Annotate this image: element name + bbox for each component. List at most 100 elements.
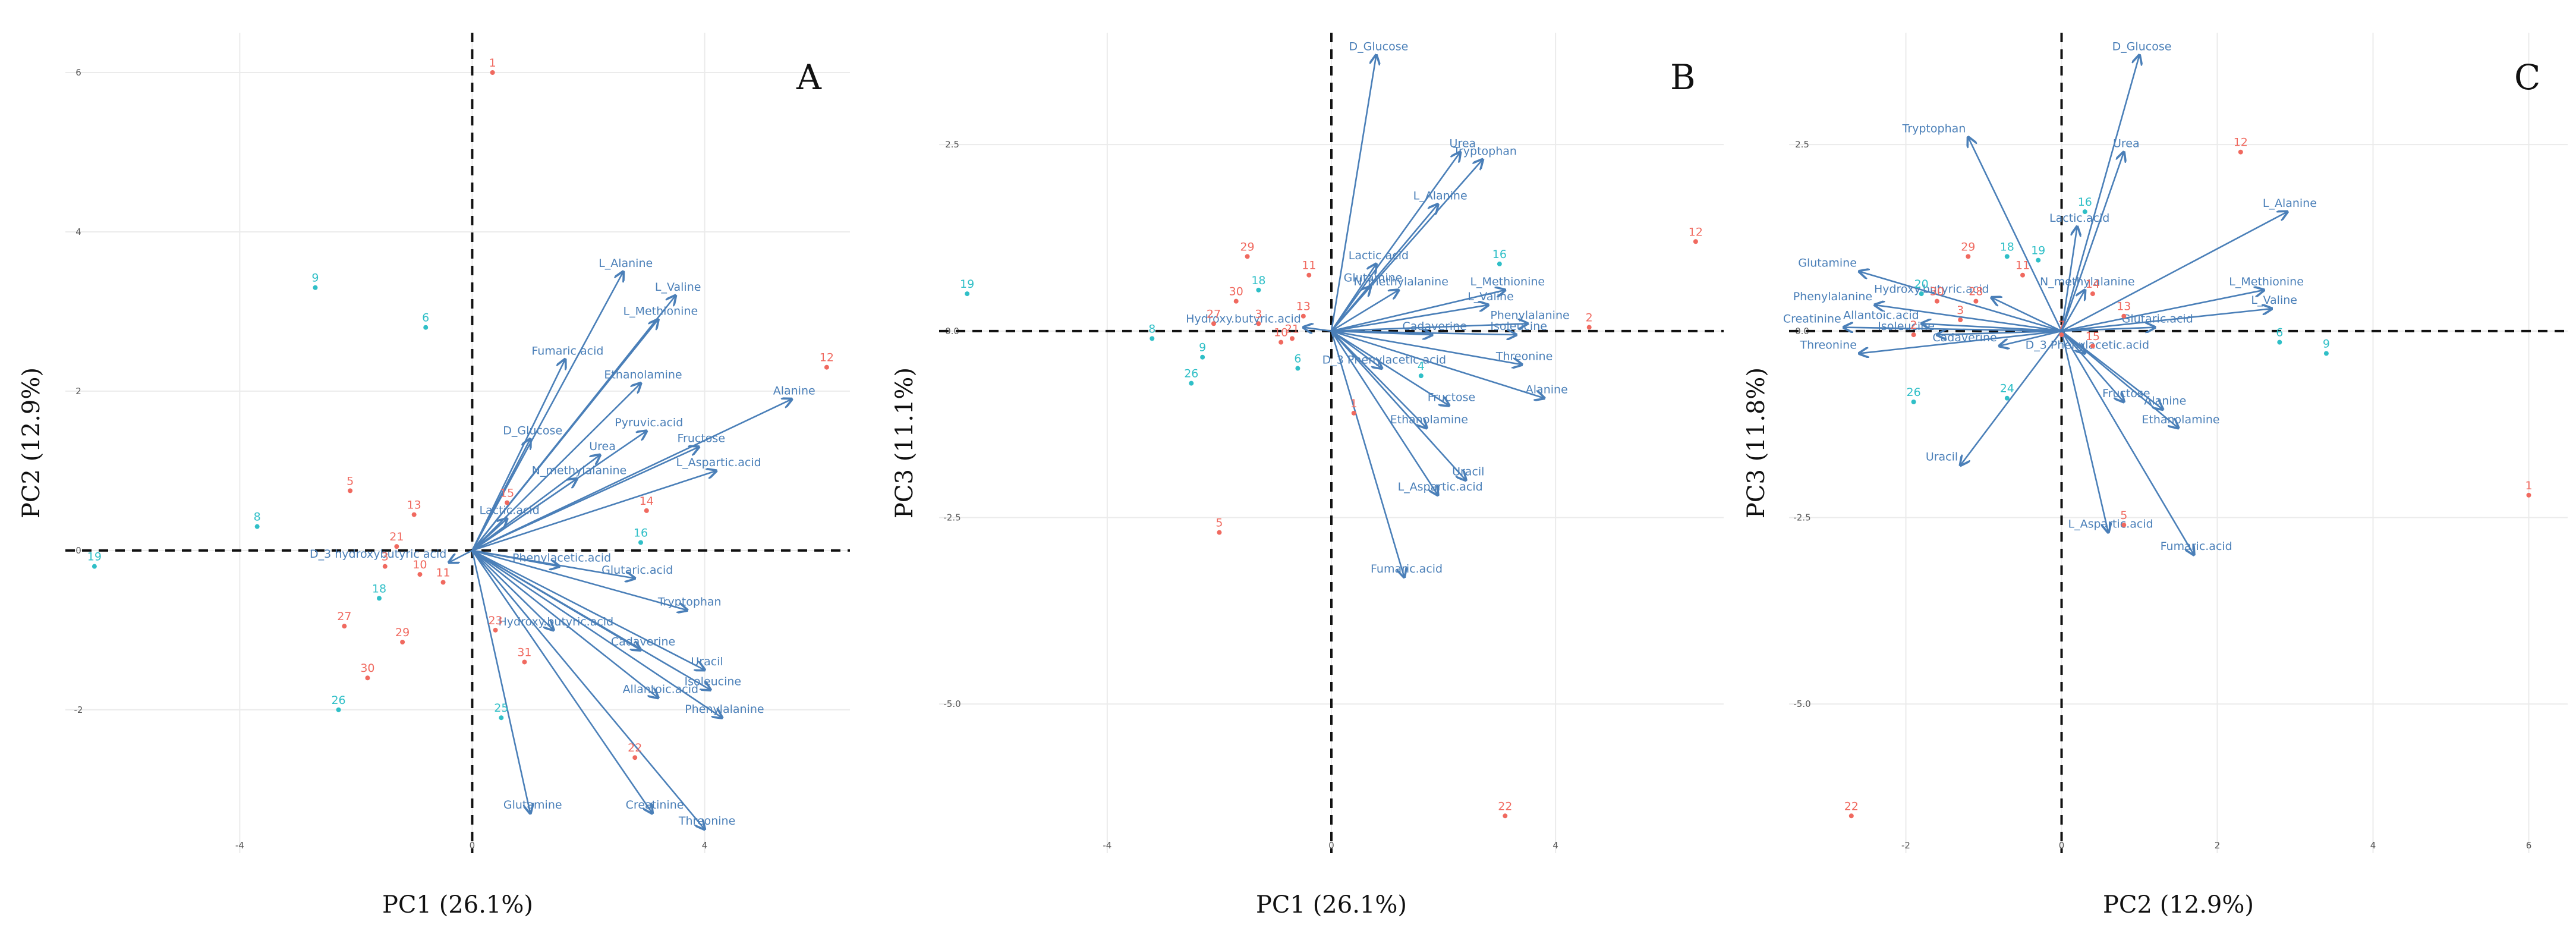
panel-a-y-tick-label: 0 [75, 545, 81, 556]
panel-b-sample-point [1300, 313, 1306, 319]
panel-a-loading-label: Fumaric.acid [531, 344, 603, 357]
panel-a-sample-label: 10 [412, 558, 427, 571]
panel-a-loading-label: Glutamine [503, 798, 562, 812]
panel-a-loading-label: Fructose [678, 432, 726, 445]
panel-c-sample-label: 28 [1969, 285, 1983, 298]
panel-b-sample-point [1586, 325, 1592, 330]
panel-c-sample-point [1958, 317, 1963, 322]
panel-c-loading-label: Cadaverine [1932, 331, 1996, 344]
panel-c-loading-arrow [1844, 328, 2062, 331]
panel-c-sample-point [2090, 291, 2095, 297]
panel-c-x-tick-label: -2 [1901, 840, 1910, 851]
panel-a-sample-label: 31 [517, 646, 531, 659]
panel-a-sample-label: 16 [634, 526, 648, 539]
panel-a-sample-point [522, 659, 527, 665]
panel-c-loading-arrow [2061, 309, 2272, 332]
panel-c-sample-point [2004, 254, 2010, 259]
panel-a-loading-label: Phenylalanine [685, 703, 764, 716]
panel-c-sample-label: 3 [1957, 304, 1964, 317]
panel-a-loading-label: Alanine [773, 384, 815, 397]
panel-b-loading-label: Alanine [1526, 383, 1568, 397]
panel-b-y-tick-label: -5.0 [943, 699, 961, 709]
panel-c-sample-point [2526, 492, 2531, 498]
panel-b-sample-point [1211, 321, 1216, 326]
panel-c-loading-arrow [2061, 290, 2265, 332]
panel-b-sample-label: 5 [1215, 517, 1223, 530]
panel-b-sample-label: 11 [1302, 259, 1316, 272]
panel-b-loading-arrow [1331, 330, 1522, 364]
panel-b: -4 0 4 -5.0 -2.5 0.0 2.5 D_Glucose UreaTryptopha… [891, 33, 1724, 919]
panel-c-sample-label: 16 [2078, 196, 2092, 209]
panel-a-sample-point [254, 524, 260, 529]
panel-c-x-tick-label: 6 [2526, 840, 2532, 851]
panel-a-loading-arrow [471, 455, 600, 551]
panel-c-loading-arrow [2061, 331, 2109, 533]
panel-a-sample-point [394, 544, 399, 549]
panel-b-loading-label: Cadaverine [1403, 320, 1467, 333]
panel-b-sample-label: 16 [1492, 248, 1507, 261]
panel-a-loading-label: Creatinine [626, 798, 684, 812]
panel-a-sample-label: 29 [395, 626, 410, 639]
panel-b-sample-label: 22 [1498, 800, 1512, 813]
panel-c-loading-label: N_methylalanine [2040, 275, 2135, 288]
panel-a-sample-point [644, 508, 649, 513]
panel-c-loading-label: Threonine [1799, 338, 1856, 351]
panel-a-sample-point [365, 675, 370, 681]
panel-a-loading-arrow [471, 518, 507, 551]
panel-b-loading-arrow [1330, 152, 1460, 332]
panel-c-loading-arrow [1875, 305, 2062, 332]
panel-b-loading-label: Hydroxy.butyric.acid [1186, 313, 1301, 326]
panel-c-loading-arrow [1859, 271, 2062, 332]
panel-a-loading-arrow [471, 550, 652, 813]
panel-a-x-tick-label: 4 [702, 840, 708, 851]
panel-b-x-axis-title: PC1 (26.1%) [1256, 891, 1407, 919]
panel-c-loading-arrow [2061, 152, 2124, 332]
panel-b-sample-label: 19 [960, 278, 974, 291]
panel-c-x-tick-label: 4 [2370, 840, 2376, 851]
panel-a-loading-arrow [471, 447, 698, 552]
panel-a-sample-point [499, 715, 504, 721]
panel-c-x-tick-label: 2 [2215, 840, 2221, 851]
panel-a-loading-arrow [471, 550, 530, 813]
panel-b-sample-label: 30 [1229, 285, 1243, 298]
panel-b-sample-label: 27 [1207, 307, 1221, 320]
panel-c-sample-label: 1 [2525, 479, 2532, 492]
panel-c-y-tick-label: -2.5 [1793, 512, 1810, 523]
panel-c-sample-label: 5 [2120, 509, 2127, 522]
panel-a-loading-arrow [471, 549, 704, 670]
panel-c-loading-label: Urea [2113, 137, 2140, 150]
panel-a-sample-label: 18 [372, 582, 386, 595]
panel-a-sample-point [632, 755, 638, 760]
panel-a-sample-point [505, 500, 510, 505]
panel-a-loading-label: Urea [589, 440, 616, 453]
panel-c-loading-label: D_Glucose [2112, 40, 2172, 54]
panel-a-sample-label: 30 [360, 662, 374, 675]
panel-a-sample-label: 13 [407, 499, 421, 512]
panel-a-sample-point [342, 624, 347, 629]
panel-a-sample-point [377, 596, 382, 601]
panel-b-sample-label: 10 [1274, 326, 1288, 339]
panel-b-sample-label: 8 [1148, 322, 1155, 335]
panel-c-loading-label: L_Aspartic.acid [2068, 518, 2153, 531]
panel-a-loading-arrow [471, 319, 658, 551]
panel-c-sample-point [2004, 395, 2010, 401]
panel-b-sample-label: 21 [1285, 322, 1299, 335]
panel-b-loading-arrow [1331, 290, 1399, 332]
panel-a-loading-label: Isoleucine [685, 675, 742, 688]
panel-a-sample-label: 1 [489, 56, 496, 70]
panel-b-sample-point [1256, 321, 1261, 326]
panel-c-sample-label: 19 [2031, 244, 2045, 257]
panel-a-loading-label: L_Aspartic.acid [676, 456, 761, 469]
panel-b-y-axis-title: PC3 (11.1%) [891, 367, 918, 518]
panel-c-loading-arrow [1937, 331, 2062, 335]
panel-c-loading-arrow [2061, 330, 2179, 428]
panel-c-sample-point [1911, 400, 1916, 404]
panel-b-sample-label: 18 [1251, 274, 1265, 287]
panel-a-loading-label: Ethanolamine [604, 369, 682, 382]
panel-b-loading-label: Glutamine [1344, 272, 1403, 285]
panel-c-sample-label: 18 [2000, 240, 2014, 253]
panel-b-loading-arrow [1330, 331, 1438, 495]
